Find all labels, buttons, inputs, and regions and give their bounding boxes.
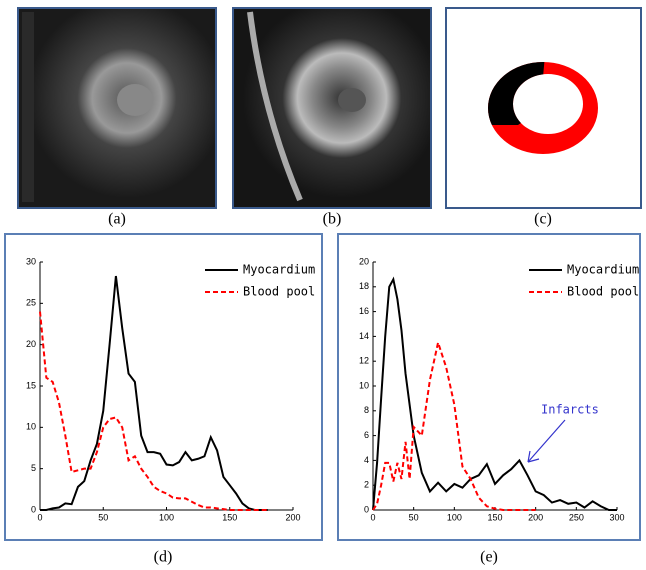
caption: (d) (154, 549, 173, 566)
caption: (c) (534, 211, 552, 228)
annotation: Infarcts (541, 403, 599, 417)
x-tick-label: 200 (528, 512, 543, 522)
chart-frame (337, 233, 641, 541)
series-line (39, 311, 268, 511)
y-tick-label: 18 (359, 281, 369, 291)
x-tick-label: 300 (609, 512, 624, 522)
y-tick-label: 0 (364, 504, 369, 514)
legend-label: Myocardium (567, 263, 639, 277)
x-tick-label: 0 (37, 512, 42, 522)
caption: (e) (480, 549, 498, 566)
y-tick-label: 10 (359, 380, 369, 390)
legend-label: Myocardium (243, 263, 315, 277)
y-tick-label: 0 (31, 504, 36, 514)
x-tick-label: 150 (487, 512, 502, 522)
y-tick-label: 16 (359, 306, 369, 316)
y-tick-label: 20 (26, 339, 36, 349)
y-tick-label: 2 (364, 480, 369, 490)
series-line (372, 276, 617, 511)
annotation-arrow (527, 419, 566, 463)
series-line (372, 338, 536, 511)
chart-frame (4, 233, 323, 541)
x-tick-label: 100 (159, 512, 174, 522)
legend-label: Blood pool (243, 285, 315, 299)
caption: (b) (323, 211, 342, 228)
y-tick-label: 15 (26, 380, 36, 390)
y-tick-label: 25 (26, 298, 36, 308)
series-line (40, 275, 268, 511)
legend-label: Blood pool (567, 285, 639, 299)
x-tick-label: 150 (222, 512, 237, 522)
x-tick-label: 100 (447, 512, 462, 522)
y-tick-label: 12 (359, 356, 369, 366)
x-tick-label: 50 (409, 512, 419, 522)
y-tick-label: 6 (364, 430, 369, 440)
panel-c (445, 7, 642, 209)
y-tick-label: 30 (26, 256, 36, 266)
y-tick-label: 4 (364, 455, 369, 465)
y-tick-label: 14 (359, 331, 369, 341)
x-tick-label: 250 (569, 512, 584, 522)
x-tick-label: 50 (98, 512, 108, 522)
panel-b (232, 7, 432, 209)
y-tick-label: 8 (364, 405, 369, 415)
caption: (a) (108, 211, 126, 228)
y-tick-label: 10 (26, 422, 36, 432)
panel-a (17, 7, 217, 209)
x-tick-label: 200 (285, 512, 300, 522)
x-tick-label: 0 (370, 512, 375, 522)
annotation-arrowhead (527, 450, 540, 463)
y-tick-label: 20 (359, 256, 369, 266)
y-tick-label: 5 (31, 463, 36, 473)
